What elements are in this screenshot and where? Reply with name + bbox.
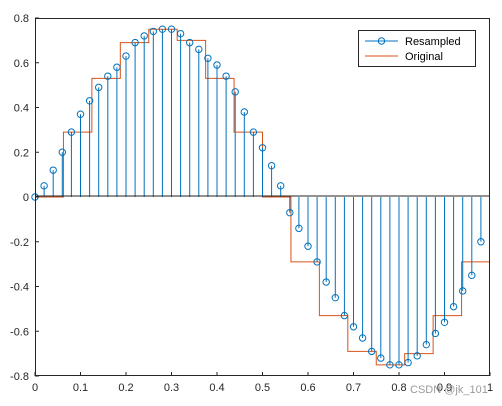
y-tick-label: -0.4 xyxy=(10,282,29,294)
y-tick-label: 0.4 xyxy=(14,103,29,115)
resampled-point xyxy=(358,334,367,342)
resampled-point xyxy=(122,52,130,60)
y-tick-label: -0.6 xyxy=(10,326,29,338)
resampled-point xyxy=(340,311,349,320)
x-tick-label: 0.4 xyxy=(209,382,224,394)
resampled-point xyxy=(377,354,385,362)
resampled-point xyxy=(95,83,103,92)
y-axis-ticks: -0.8 -0.6 -0.4 -0.2 0 0.2 0.4 0.6 0.8 xyxy=(10,13,39,383)
watermark-text: CSDN @jk_101 xyxy=(410,384,488,396)
resampled-point xyxy=(204,54,212,62)
resampled-point xyxy=(404,358,412,367)
x-tick-label: 0.8 xyxy=(391,382,406,394)
resampled-point xyxy=(195,45,203,54)
resampled-point xyxy=(431,329,440,338)
y-tick-label: -0.2 xyxy=(10,237,29,249)
resampled-point xyxy=(368,347,376,356)
legend-box xyxy=(358,30,476,67)
resampled-point xyxy=(49,166,57,174)
resampled-point xyxy=(440,318,449,326)
resampled-point xyxy=(104,72,112,80)
resampled-point xyxy=(413,352,421,360)
resampled-point xyxy=(349,323,358,331)
x-tick-label: 0.7 xyxy=(346,382,361,394)
resampled-point xyxy=(40,182,48,190)
resampled-point xyxy=(222,72,230,80)
resampled-point xyxy=(231,88,239,96)
y-tick-label: 0.6 xyxy=(14,58,29,70)
resampled-point xyxy=(313,258,321,266)
x-tick-label: 1 xyxy=(487,382,493,394)
x-axis-ticks: 0 0.1 0.2 0.3 0.4 0.5 0.6 0.7 0.8 0.9 1 xyxy=(32,372,493,394)
resampled-point xyxy=(477,238,485,246)
resampled-point xyxy=(277,182,285,190)
resampled-point xyxy=(113,63,121,71)
resampled-point xyxy=(67,128,76,136)
resampled-point xyxy=(140,32,148,40)
y-tick-label: 0 xyxy=(23,192,29,204)
resampled-point xyxy=(58,148,66,156)
resampled-point xyxy=(395,361,403,369)
y-tick-label: 0.8 xyxy=(14,13,29,25)
resampled-point xyxy=(76,110,85,118)
resampled-point xyxy=(213,61,221,69)
resampled-point xyxy=(304,242,312,250)
x-tick-label: 0 xyxy=(32,382,38,394)
legend-resampled-marker xyxy=(377,37,386,45)
resampled-point xyxy=(249,128,258,136)
resampled-point xyxy=(295,224,303,233)
legend-original-label: Original xyxy=(405,51,443,63)
resampled-point xyxy=(149,27,158,36)
resampled-point xyxy=(459,287,467,295)
y-tick-label: -0.8 xyxy=(10,371,29,383)
resampled-point xyxy=(158,25,167,33)
resampled-point xyxy=(131,38,139,47)
resampled-series xyxy=(31,25,485,369)
resampled-point xyxy=(167,25,176,33)
x-tick-label: 0.5 xyxy=(255,382,270,394)
resampled-point xyxy=(386,361,394,369)
x-tick-label: 0.2 xyxy=(118,382,133,394)
resampled-point xyxy=(468,271,476,280)
resampled-point xyxy=(322,278,330,286)
resampled-point xyxy=(186,38,194,47)
legend: Resampled Original xyxy=(358,30,476,67)
resampled-point xyxy=(240,108,249,116)
legend-resampled-label: Resampled xyxy=(405,36,461,48)
x-tick-label: 0.3 xyxy=(164,382,179,394)
resampled-point xyxy=(331,293,339,302)
resampled-point xyxy=(176,29,185,38)
resampled-point xyxy=(267,161,276,170)
resampled-point xyxy=(85,97,94,105)
resampled-point xyxy=(422,340,430,349)
resampled-point xyxy=(286,208,294,217)
y-tick-label: 0.2 xyxy=(14,147,29,159)
x-tick-label: 0.6 xyxy=(300,382,315,394)
x-tick-label: 0.1 xyxy=(73,382,88,394)
resampled-point xyxy=(258,144,267,152)
resampled-point xyxy=(449,302,458,311)
x-tick-label: 0.9 xyxy=(437,382,452,394)
